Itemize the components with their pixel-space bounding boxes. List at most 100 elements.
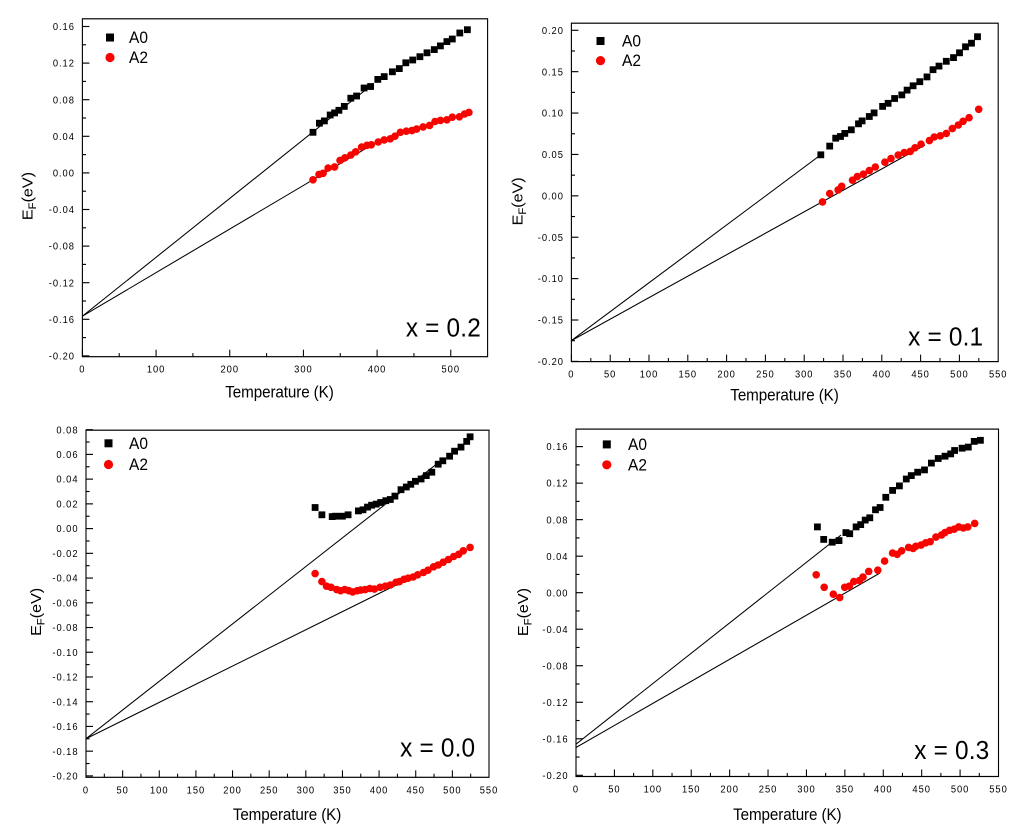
svg-text:400: 400 [874,784,892,795]
svg-text:A0: A0 [622,32,641,51]
svg-text:0.08: 0.08 [546,515,568,526]
svg-text:0.06: 0.06 [56,450,78,461]
svg-text:400: 400 [368,364,386,375]
svg-text:400: 400 [370,785,388,796]
svg-text:0.08: 0.08 [56,425,78,436]
svg-text:-0.10: -0.10 [538,274,564,285]
svg-text:Temperature (K): Temperature (K) [733,807,841,825]
svg-text:0.02: 0.02 [56,499,78,510]
svg-text:EF(eV): EF(eV) [515,588,534,636]
svg-text:x = 0.1: x = 0.1 [908,323,983,352]
svg-text:-0.04: -0.04 [49,205,75,216]
svg-text:400: 400 [873,369,891,380]
svg-text:50: 50 [608,784,620,795]
svg-text:-0.16: -0.16 [52,722,78,733]
svg-text:50: 50 [116,785,128,796]
svg-text:0.04: 0.04 [546,551,568,562]
svg-text:-0.10: -0.10 [52,648,78,659]
svg-text:300: 300 [797,784,815,795]
svg-text:250: 250 [260,785,278,796]
svg-text:-0.08: -0.08 [542,661,568,672]
svg-text:Temperature (K): Temperature (K) [730,387,838,405]
svg-text:300: 300 [297,785,315,796]
svg-text:-0.04: -0.04 [542,625,568,636]
svg-text:-0.04: -0.04 [52,573,78,584]
svg-text:-0.05: -0.05 [538,233,564,244]
svg-text:450: 450 [912,784,930,795]
svg-text:200: 200 [720,784,738,795]
svg-text:-0.20: -0.20 [49,351,75,362]
svg-text:EF(eV): EF(eV) [510,177,529,225]
svg-text:150: 150 [187,785,205,796]
svg-text:550: 550 [989,784,1007,795]
svg-text:EF(eV): EF(eV) [28,588,47,636]
svg-text:100: 100 [147,364,165,375]
svg-text:500: 500 [950,369,968,380]
svg-text:200: 200 [717,369,735,380]
svg-text:150: 150 [682,784,700,795]
svg-text:-0.15: -0.15 [538,315,564,326]
svg-text:0.04: 0.04 [56,474,78,485]
svg-text:0.00: 0.00 [53,168,75,179]
svg-text:-0.14: -0.14 [52,697,78,708]
svg-text:0: 0 [568,369,574,380]
svg-text:x = 0.3: x = 0.3 [914,736,989,765]
svg-text:-0.16: -0.16 [49,315,75,326]
svg-text:0.12: 0.12 [546,478,568,489]
svg-text:0.12: 0.12 [53,58,75,69]
svg-text:-0.02: -0.02 [52,549,78,560]
svg-text:A0: A0 [129,29,148,48]
svg-text:-0.12: -0.12 [49,278,75,289]
svg-text:-0.12: -0.12 [542,698,568,709]
svg-text:x = 0.0: x = 0.0 [400,734,475,763]
svg-text:500: 500 [951,784,969,795]
svg-text:0: 0 [573,784,579,795]
svg-text:200: 200 [221,364,239,375]
svg-text:A0: A0 [628,435,647,454]
svg-text:A2: A2 [129,49,148,68]
svg-text:0.04: 0.04 [53,132,75,143]
svg-text:0.15: 0.15 [542,67,564,78]
svg-text:-0.20: -0.20 [538,357,564,368]
svg-text:200: 200 [223,785,241,796]
svg-text:-0.08: -0.08 [52,623,78,634]
svg-text:50: 50 [604,369,616,380]
svg-text:-0.20: -0.20 [52,771,78,782]
svg-text:450: 450 [911,369,929,380]
svg-text:0.00: 0.00 [542,191,564,202]
svg-text:x = 0.2: x = 0.2 [406,314,481,343]
svg-text:EF(eV): EF(eV) [20,172,39,220]
svg-text:500: 500 [443,785,461,796]
svg-text:A0: A0 [129,434,148,453]
svg-text:0: 0 [79,364,85,375]
svg-text:300: 300 [294,364,312,375]
svg-text:100: 100 [150,785,168,796]
svg-text:0.10: 0.10 [542,108,564,119]
svg-text:0.05: 0.05 [542,150,564,161]
svg-text:450: 450 [406,785,424,796]
svg-text:0.00: 0.00 [546,588,568,599]
svg-text:150: 150 [679,369,697,380]
svg-text:350: 350 [333,785,351,796]
svg-text:350: 350 [836,784,854,795]
svg-text:0.08: 0.08 [53,95,75,106]
svg-text:250: 250 [756,369,774,380]
svg-text:A2: A2 [628,456,647,475]
svg-text:0.16: 0.16 [53,22,75,33]
svg-text:550: 550 [989,369,1007,380]
svg-text:0: 0 [83,785,89,796]
svg-text:100: 100 [644,784,662,795]
svg-text:100: 100 [640,369,658,380]
svg-text:A2: A2 [622,52,641,71]
svg-text:500: 500 [442,364,460,375]
svg-text:0.16: 0.16 [546,442,568,453]
svg-text:250: 250 [759,784,777,795]
svg-text:300: 300 [795,369,813,380]
svg-text:-0.06: -0.06 [52,598,78,609]
svg-text:550: 550 [480,785,498,796]
svg-text:-0.08: -0.08 [49,241,75,252]
svg-text:-0.12: -0.12 [52,672,78,683]
svg-text:A2: A2 [129,456,148,475]
svg-text:Temperature (K): Temperature (K) [225,384,333,402]
svg-text:-0.20: -0.20 [542,771,568,782]
